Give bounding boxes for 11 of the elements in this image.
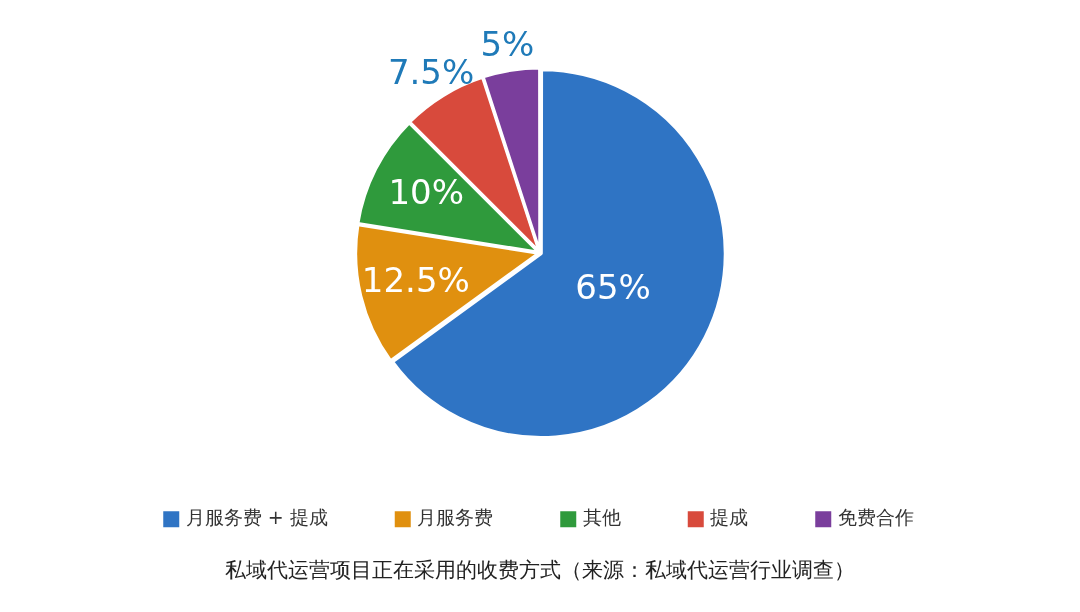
- data-label: 12.5%: [361, 259, 470, 300]
- legend-label: 月服务费: [417, 506, 494, 529]
- legend-label: 月服务费 + 提成: [185, 506, 328, 529]
- legend-label: 其他: [582, 506, 621, 529]
- legend-label: 免费合作: [837, 506, 914, 529]
- data-label: 10%: [388, 171, 465, 212]
- data-label: 5%: [480, 23, 535, 64]
- data-label: 65%: [575, 266, 651, 307]
- text: 私域代运营项目正在采用的收费方式（来源：私域代运营行业调查）: [225, 557, 855, 582]
- legend-label: 提成: [710, 506, 749, 529]
- data-label: 7.5%: [387, 52, 475, 93]
